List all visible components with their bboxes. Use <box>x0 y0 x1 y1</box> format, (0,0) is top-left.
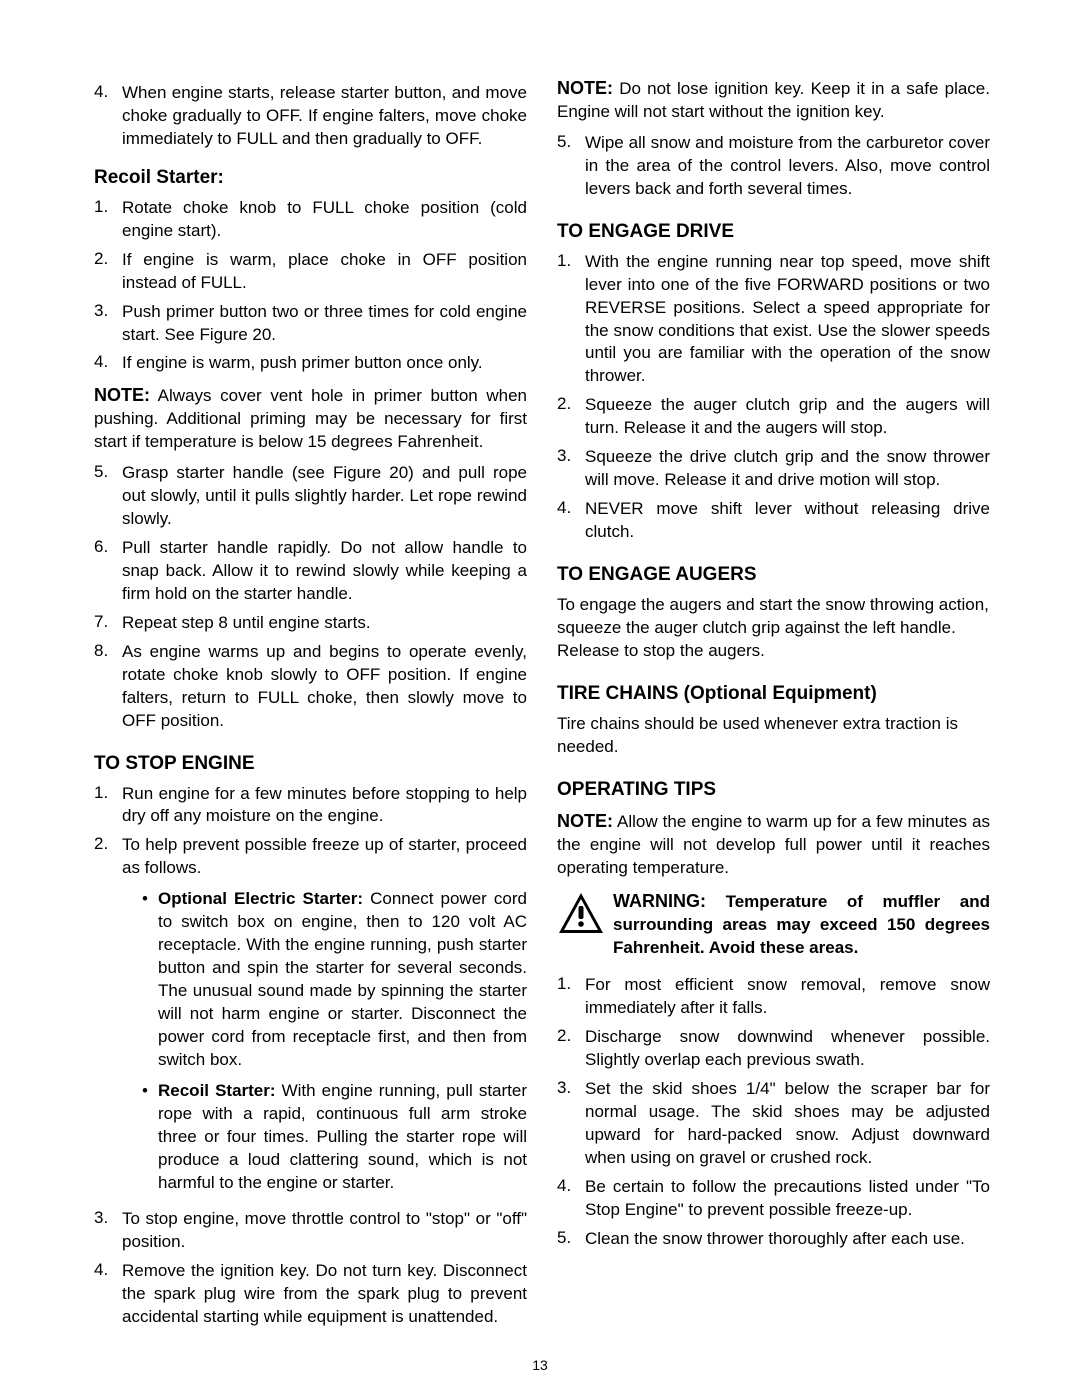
heading-operating-tips: OPERATING TIPS <box>557 779 990 801</box>
list-item: 1.With the engine running near top speed… <box>557 251 990 389</box>
item-marker: 4. <box>94 82 122 151</box>
right-top-note: NOTE: Do not lose ignition key. Keep it … <box>557 76 990 124</box>
right-top-list: 5.Wipe all snow and moisture from the ca… <box>557 132 990 201</box>
list-item: 4.Remove the ignition key. Do not turn k… <box>94 1260 527 1329</box>
list-item: 5.Clean the snow thrower thoroughly afte… <box>557 1228 990 1251</box>
list-item: 5.Grasp starter handle (see Figure 20) a… <box>94 462 527 531</box>
warning-block: WARNING: Temperature of muffler and surr… <box>557 889 990 960</box>
list-item: 2. To help prevent possible freeze up of… <box>94 834 527 1202</box>
list-item: 6.Pull starter handle rapidly. Do not al… <box>94 537 527 606</box>
item-text: When engine starts, release starter butt… <box>122 82 527 151</box>
note-lead: NOTE: <box>557 78 613 98</box>
recoil-list-a: 1.Rotate choke knob to FULL choke positi… <box>94 197 527 376</box>
list-item: 3.Squeeze the drive clutch grip and the … <box>557 446 990 492</box>
heading-engage-drive: TO ENGAGE DRIVE <box>557 221 990 243</box>
stop-sub-bullets: • Optional Electric Starter: Connect pow… <box>142 888 527 1194</box>
bullet-marker: • <box>142 1080 158 1195</box>
stop-list-a: 1.Run engine for a few minutes before st… <box>94 783 527 1330</box>
list-item: 4.If engine is warm, push primer button … <box>94 352 527 375</box>
list-item: 3.Set the skid shoes 1/4" below the scra… <box>557 1078 990 1170</box>
list-item: 2.If engine is warm, place choke in OFF … <box>94 249 527 295</box>
heading-tire-chains: TIRE CHAINS (Optional Equipment) <box>557 683 990 705</box>
intro-list: 4. When engine starts, release starter b… <box>94 82 527 151</box>
drive-list: 1.With the engine running near top speed… <box>557 251 990 544</box>
bullet-marker: • <box>142 888 158 1072</box>
list-item: 2.Squeeze the auger clutch grip and the … <box>557 394 990 440</box>
two-column-layout: 4. When engine starts, release starter b… <box>94 76 990 1336</box>
bullet-item: • Optional Electric Starter: Connect pow… <box>142 888 527 1072</box>
heading-stop-engine: TO STOP ENGINE <box>94 753 527 775</box>
warning-lead: WARNING: <box>613 891 706 911</box>
list-item: 4.Be certain to follow the precautions l… <box>557 1176 990 1222</box>
note-lead: NOTE: <box>557 811 613 831</box>
note-lead: NOTE: <box>94 385 150 405</box>
warning-text: WARNING: Temperature of muffler and surr… <box>613 889 990 960</box>
note-text: Allow the engine to warm up for a few mi… <box>557 812 990 877</box>
bullet-text: Recoil Starter: With engine running, pul… <box>158 1080 527 1195</box>
list-item: 7.Repeat step 8 until engine starts. <box>94 612 527 635</box>
heading-engage-augers: TO ENGAGE AUGERS <box>557 564 990 586</box>
list-item: 5.Wipe all snow and moisture from the ca… <box>557 132 990 201</box>
list-item: 1.Run engine for a few minutes before st… <box>94 783 527 829</box>
tips-list: 1.For most efficient snow removal, remov… <box>557 974 990 1250</box>
chains-text: Tire chains should be used whenever extr… <box>557 713 990 759</box>
list-item: 1.For most efficient snow removal, remov… <box>557 974 990 1020</box>
list-item: 3.Push primer button two or three times … <box>94 301 527 347</box>
bullet-text: Optional Electric Starter: Connect power… <box>158 888 527 1072</box>
augers-text: To engage the augers and start the snow … <box>557 594 990 663</box>
note-text: Always cover vent hole in primer button … <box>94 386 527 451</box>
note-text: Do not lose ignition key. Keep it in a s… <box>557 79 990 121</box>
warning-icon <box>557 889 613 940</box>
list-item: 8.As engine warms up and begins to opera… <box>94 641 527 733</box>
item-text-wrap: To help prevent possible freeze up of st… <box>122 834 527 1202</box>
bullet-item: • Recoil Starter: With engine running, p… <box>142 1080 527 1195</box>
list-item: 2.Discharge snow downwind whenever possi… <box>557 1026 990 1072</box>
page: 4. When engine starts, release starter b… <box>0 0 1080 1397</box>
page-number: 13 <box>0 1357 1080 1373</box>
list-item: 4. When engine starts, release starter b… <box>94 82 527 151</box>
list-item: 3.To stop engine, move throttle control … <box>94 1208 527 1254</box>
tips-note: NOTE: Allow the engine to warm up for a … <box>557 809 990 880</box>
recoil-note: NOTE: Always cover vent hole in primer b… <box>94 383 527 454</box>
list-item: 4.NEVER move shift lever without releasi… <box>557 498 990 544</box>
list-item: 1.Rotate choke knob to FULL choke positi… <box>94 197 527 243</box>
heading-recoil-starter: Recoil Starter: <box>94 167 527 189</box>
recoil-list-b: 5.Grasp starter handle (see Figure 20) a… <box>94 462 527 732</box>
